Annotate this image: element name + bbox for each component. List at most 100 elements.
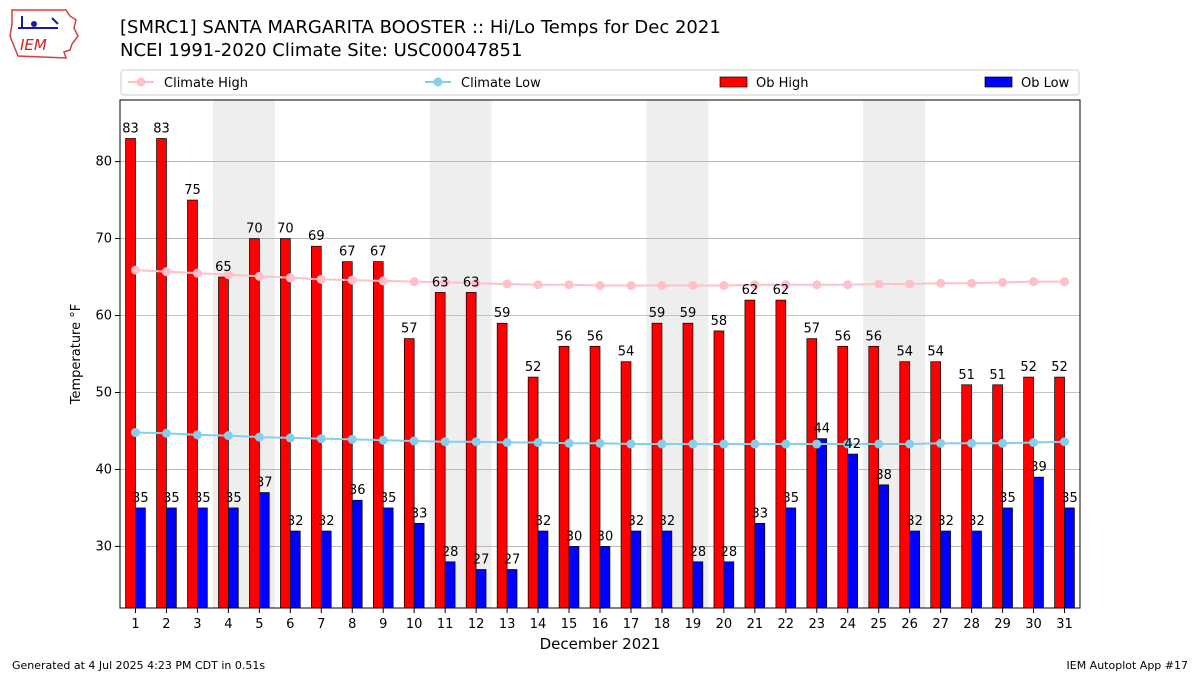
ob-high-label: 54 bbox=[927, 345, 944, 360]
app-credit: IEM Autoplot App #17 bbox=[1066, 659, 1189, 672]
x-tick-label: 25 bbox=[870, 617, 887, 632]
x-tick-label: 15 bbox=[561, 617, 578, 632]
ob-high-bar bbox=[713, 330, 725, 609]
ob-low-bar bbox=[413, 522, 425, 609]
ob-low-bar bbox=[971, 530, 982, 609]
ob-low-bar bbox=[444, 561, 456, 609]
climate-high-point bbox=[161, 267, 171, 277]
x-tick-label: 31 bbox=[1056, 617, 1073, 632]
ob-low-label: 44 bbox=[813, 422, 830, 437]
climate-high-point bbox=[843, 280, 853, 290]
y-tick-label: 60 bbox=[95, 309, 112, 324]
ob-low-label: 32 bbox=[968, 514, 985, 529]
climate-low-point bbox=[502, 438, 512, 448]
ob-low-bar bbox=[289, 530, 301, 609]
legend-swatch bbox=[984, 76, 1013, 88]
legend-label: Climate Low bbox=[461, 76, 541, 91]
ob-high-label: 63 bbox=[432, 275, 449, 290]
climate-high-point bbox=[719, 280, 729, 290]
ob-high-label: 52 bbox=[1051, 360, 1068, 375]
climate-low-point bbox=[564, 438, 574, 448]
climate-low-point bbox=[874, 439, 884, 449]
climate-low-point bbox=[285, 433, 295, 443]
legend-box bbox=[120, 69, 1080, 96]
ob-high-label: 63 bbox=[463, 275, 480, 290]
climate-high-point bbox=[936, 278, 946, 288]
climate-low-point bbox=[719, 439, 729, 449]
ob-low-label: 35 bbox=[380, 491, 397, 506]
ob-high-bar bbox=[156, 138, 167, 609]
ob-high-label: 62 bbox=[742, 283, 759, 298]
climate-high-point bbox=[626, 280, 636, 290]
ob-low-label: 32 bbox=[535, 514, 552, 529]
ob-high-label: 51 bbox=[989, 368, 1006, 383]
ob-high-bar bbox=[899, 361, 911, 609]
y-tick-label: 70 bbox=[95, 232, 112, 247]
ob-high-label: 58 bbox=[711, 314, 728, 329]
x-tick-label: 20 bbox=[716, 617, 733, 632]
ob-high-label: 70 bbox=[277, 222, 294, 237]
ob-low-bar bbox=[1064, 507, 1075, 609]
ob-low-bar bbox=[568, 546, 580, 609]
ob-low-label: 33 bbox=[411, 506, 428, 521]
ob-high-label: 59 bbox=[680, 306, 697, 321]
climate-low-point bbox=[595, 438, 605, 448]
x-tick-label: 11 bbox=[437, 617, 454, 632]
climate-high-point bbox=[1029, 277, 1039, 287]
chart-title: [SMRC1] SANTA MARGARITA BOOSTER :: Hi/Lo… bbox=[120, 17, 721, 38]
climate-low-point bbox=[347, 434, 357, 444]
ob-high-label: 57 bbox=[804, 322, 821, 337]
ob-low-bar bbox=[909, 530, 920, 609]
ob-low-bar bbox=[785, 507, 797, 609]
x-tick-label: 3 bbox=[193, 617, 201, 632]
ob-low-bar bbox=[661, 530, 673, 609]
x-tick-label: 22 bbox=[778, 617, 795, 632]
y-axis-label: Temperature °F bbox=[69, 304, 84, 405]
climate-high-point bbox=[781, 280, 791, 290]
ob-high-label: 56 bbox=[865, 329, 882, 344]
ob-high-label: 83 bbox=[153, 121, 170, 136]
y-tick-label: 80 bbox=[95, 155, 112, 170]
ob-low-label: 42 bbox=[844, 437, 861, 452]
ob-low-bar bbox=[506, 569, 518, 609]
x-tick-label: 8 bbox=[348, 617, 356, 632]
ob-low-bar bbox=[320, 530, 332, 609]
climate-high-point bbox=[471, 278, 481, 288]
ob-high-label: 83 bbox=[122, 121, 139, 136]
legend-label: Climate High bbox=[164, 76, 248, 91]
ob-low-bar bbox=[940, 530, 951, 609]
climate-low-point bbox=[254, 432, 264, 442]
ob-high-label: 59 bbox=[649, 306, 666, 321]
x-tick-label: 2 bbox=[162, 617, 170, 632]
climate-high-point bbox=[285, 273, 295, 283]
ob-high-label: 69 bbox=[308, 229, 325, 244]
climate-high-point bbox=[533, 280, 543, 290]
climate-high-point bbox=[750, 280, 760, 290]
ob-low-label: 35 bbox=[132, 491, 149, 506]
climate-low-point bbox=[471, 437, 481, 447]
x-tick-label: 17 bbox=[623, 617, 640, 632]
climate-high-point bbox=[254, 271, 264, 281]
ob-low-label: 35 bbox=[782, 491, 799, 506]
ob-high-bar bbox=[280, 238, 291, 609]
ob-low-bar bbox=[692, 561, 704, 609]
ob-high-bar bbox=[372, 261, 384, 609]
x-tick-label: 13 bbox=[499, 617, 516, 632]
ob-low-label: 38 bbox=[875, 468, 892, 483]
climate-low-point bbox=[1060, 437, 1070, 447]
chart-subtitle: NCEI 1991-2020 Climate Site: USC00047851 bbox=[120, 40, 523, 61]
iem-logo: IEM bbox=[9, 9, 79, 59]
x-tick-label: 21 bbox=[747, 617, 764, 632]
ob-high-label: 56 bbox=[835, 329, 852, 344]
climate-low-point bbox=[626, 439, 636, 449]
x-tick-label: 23 bbox=[809, 617, 826, 632]
ob-high-bar bbox=[651, 322, 663, 609]
ob-low-bar bbox=[166, 507, 177, 609]
ob-low-label: 32 bbox=[659, 514, 676, 529]
y-tick-label: 40 bbox=[95, 462, 112, 477]
climate-high-point bbox=[1060, 277, 1070, 287]
climate-low-point bbox=[936, 438, 946, 448]
ob-high-label: 54 bbox=[896, 345, 913, 360]
x-tick-label: 14 bbox=[530, 617, 547, 632]
ob-low-label: 30 bbox=[566, 529, 583, 544]
